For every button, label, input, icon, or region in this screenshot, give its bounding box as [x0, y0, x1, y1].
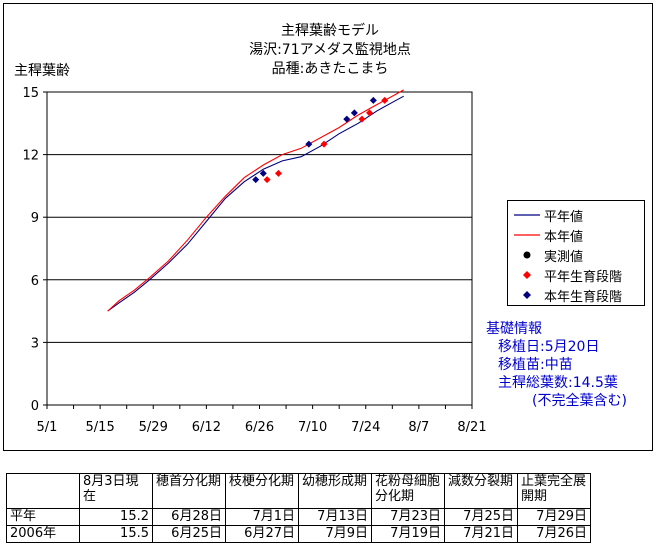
info-line: (不完全葉含む) [532, 393, 627, 409]
series-marker-3 [274, 169, 282, 177]
x-tick-label: 5/15 [86, 420, 115, 435]
x-tick-label: 8/21 [457, 420, 486, 435]
table-header-cell [6, 473, 80, 509]
table-cell: 平年 [6, 508, 80, 526]
legend-diamond-swatch [523, 271, 531, 279]
x-tick-label: 8/7 [408, 420, 429, 435]
table-cell: 7月9日 [298, 525, 372, 543]
table-cell: 6月27日 [225, 525, 299, 543]
chart-plot: 0 3 6 9 12 15 5/1 5/15 5/29 6/12 6/26 7/10 7/24 8/7 8/… [22, 86, 486, 435]
table-header-cell: 減数分裂期 [444, 473, 518, 509]
table-cell: 7月13日 [298, 508, 372, 526]
table-cell: 2006年 [6, 525, 80, 543]
legend-label: 平年生育段階 [544, 270, 623, 285]
table-row: 平年 15.2 6月28日 7月1日 7月13日 7月23日 7月25日 7月2… [6, 508, 591, 526]
table-cell: 7月1日 [225, 508, 299, 526]
series-marker-4 [259, 169, 267, 177]
legend-label: 本年生育段階 [544, 290, 623, 305]
y-tick-label: 9 [31, 211, 39, 226]
y-tick-label: 0 [31, 399, 39, 414]
x-tick-label: 6/26 [245, 420, 274, 435]
info-line: 移植苗:中苗 [498, 357, 573, 373]
table-cell: 7月21日 [444, 525, 518, 543]
x-tick-label: 6/12 [192, 420, 221, 435]
series-marker-3 [358, 115, 366, 123]
table-header-cell: 止葉完全展開期 [517, 473, 591, 509]
table-header-cell: 8月3日現在 [79, 473, 153, 509]
series-line-1 [107, 89, 404, 312]
series-marker-4 [350, 109, 358, 117]
legend-diamond-swatch [523, 291, 531, 299]
series-marker-3 [366, 109, 374, 117]
chart-title-line-3: 品種:あきたこまち [271, 61, 389, 77]
legend-entry-jissoku: 実測値 [508, 245, 646, 265]
x-tick-label: 5/29 [139, 420, 168, 435]
y-tick-label: 6 [31, 274, 39, 289]
table-cell: 7月23日 [371, 508, 445, 526]
legend-line-swatch [514, 214, 540, 216]
table-cell: 7月25日 [444, 508, 518, 526]
y-tick-label: 15 [22, 86, 39, 101]
table-row: 2006年 15.5 6月25日 6月27日 7月9日 7月19日 7月21日 … [6, 525, 591, 543]
legend-circle-swatch [523, 251, 531, 259]
table-cell: 6月25日 [152, 525, 226, 543]
table-header-cell: 花粉母細胞分化期 [371, 473, 445, 509]
table-cell: 7月19日 [371, 525, 445, 543]
y-axis-label: 主稈葉齢 [14, 63, 70, 79]
table-cell: 6月28日 [152, 508, 226, 526]
chart-legend: 平年値 本年値 実測値 平年生育段階 本年生育段階 [507, 200, 645, 306]
series-marker-4 [343, 115, 351, 123]
info-heading: 基礎情報 [486, 321, 542, 337]
basic-info-panel: 基礎情報 移植日:5月20日 移植苗:中苗 主稈総葉数:14.5葉 (不完全葉含… [486, 320, 627, 410]
stage-table: 8月3日現在 穂首分化期 枝梗分化期 幼穂形成期 花粉母細胞分化期 減数分裂期 … [6, 473, 591, 543]
x-tick-label: 5/1 [37, 420, 58, 435]
table-cell: 15.2 [79, 508, 153, 526]
x-tick-label: 7/10 [298, 420, 327, 435]
legend-entry-heinen: 平年値 [508, 205, 646, 225]
table-cell: 15.5 [79, 525, 153, 543]
series-marker-4 [252, 176, 260, 184]
y-tick-label: 3 [31, 336, 39, 351]
series-marker-3 [263, 176, 271, 184]
series-marker-4 [369, 96, 377, 104]
plot-area [46, 91, 473, 406]
legend-label: 本年値 [544, 230, 584, 245]
legend-entry-honnen: 本年値 [508, 225, 646, 245]
legend-entry-heinen-stage: 平年生育段階 [508, 265, 646, 285]
table-header-cell: 枝梗分化期 [225, 473, 299, 509]
table-header-row: 8月3日現在 穂首分化期 枝梗分化期 幼穂形成期 花粉母細胞分化期 減数分裂期 … [6, 473, 591, 509]
legend-label: 実測値 [544, 250, 584, 265]
table-header-cell: 穂首分化期 [152, 473, 226, 509]
info-line: 移植日:5月20日 [498, 339, 600, 355]
legend-entry-honnen-stage: 本年生育段階 [508, 285, 646, 305]
series-marker-3 [320, 140, 328, 148]
series-marker-3 [381, 96, 389, 104]
chart-title-line-1: 主稈葉齢モデル [281, 23, 379, 39]
chart-title-line-2: 湯沢:71アメダス監視地点 [249, 42, 411, 58]
table-cell: 7月26日 [517, 525, 591, 543]
series-marker-4 [305, 140, 313, 148]
table-header-cell: 幼穂形成期 [298, 473, 372, 509]
y-tick-label: 12 [22, 149, 39, 164]
x-tick-label: 7/24 [351, 420, 380, 435]
table-cell: 7月29日 [517, 508, 591, 526]
info-line: 主稈総葉数:14.5葉 [498, 375, 618, 391]
legend-label: 平年値 [544, 210, 584, 225]
legend-line-swatch [514, 234, 540, 236]
